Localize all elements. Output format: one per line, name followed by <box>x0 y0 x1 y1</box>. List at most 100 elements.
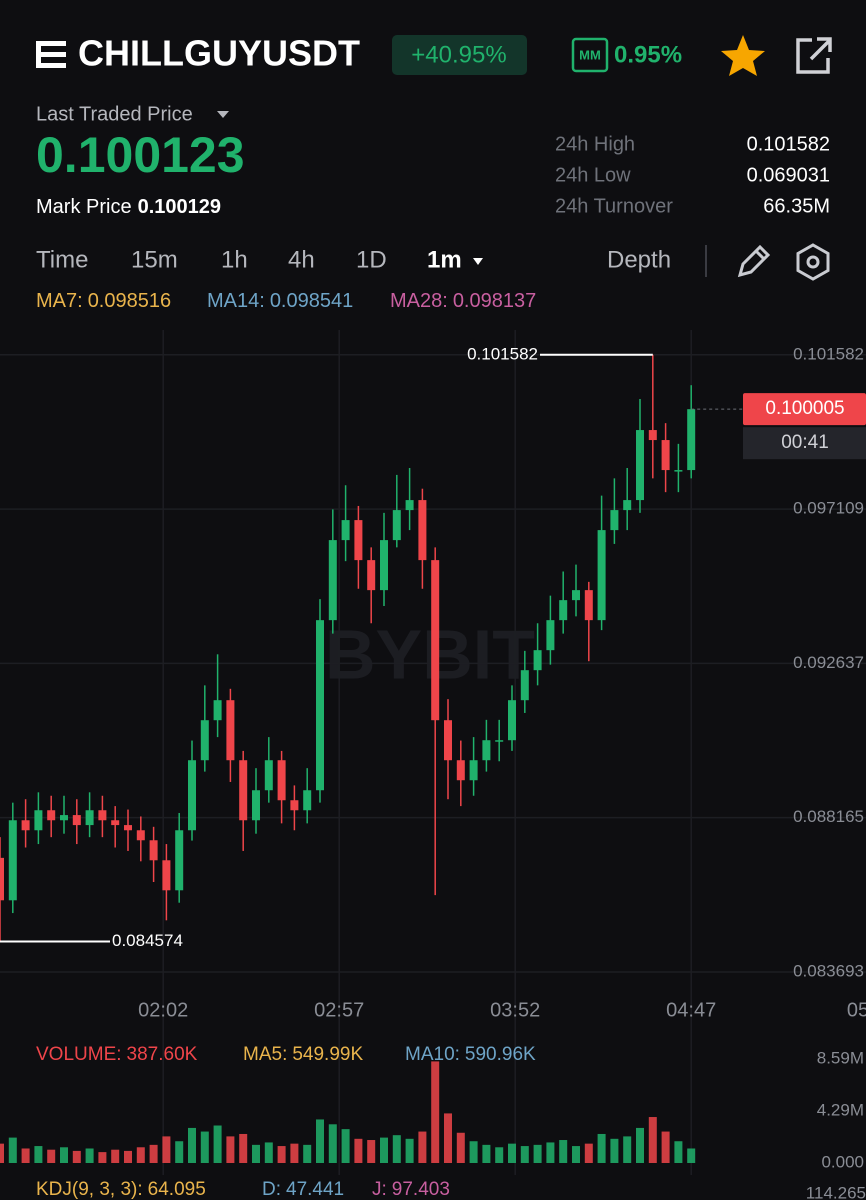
last-price-label[interactable]: Last Traded Price <box>36 103 193 125</box>
stat-label: 24h Turnover <box>555 195 673 217</box>
indicator-legend: VOLUME: 387.60K <box>36 1044 198 1065</box>
volume-bar <box>469 1141 478 1163</box>
volume-bar <box>264 1142 273 1163</box>
share-icon[interactable] <box>796 37 832 74</box>
x-tick-label: 02:57 <box>314 999 364 1021</box>
candle-body <box>213 700 222 721</box>
timeframe-tab[interactable]: Depth <box>607 246 671 273</box>
legend-value: 590.96K <box>465 1044 536 1065</box>
volume-bar <box>482 1144 491 1163</box>
timeframe-tab[interactable]: 1h <box>221 246 248 273</box>
candle-body <box>354 520 363 561</box>
watermark: BYBIT <box>325 615 535 693</box>
volume-bar <box>636 1127 644 1163</box>
volume-bar <box>495 1147 504 1163</box>
volume-bar <box>85 1148 94 1163</box>
volume-bar <box>0 1143 4 1163</box>
menu-icon[interactable] <box>36 41 66 68</box>
volume-bar <box>277 1146 286 1163</box>
mark-price: Mark Price 0.100129 <box>36 196 221 218</box>
volume-bar <box>533 1144 542 1163</box>
candle-body <box>8 820 17 901</box>
ma-value: 0.098137 <box>453 290 536 312</box>
y-tick-label: 0.097109 <box>793 499 864 518</box>
volume-bar <box>444 1113 452 1163</box>
candle-body <box>367 560 376 591</box>
volume-bar <box>162 1136 171 1163</box>
volume-bar <box>239 1133 248 1163</box>
tab-caret <box>473 258 483 265</box>
volume-bar <box>149 1144 158 1163</box>
volume-bar <box>34 1146 43 1163</box>
volume-tick-label: 8.59M <box>817 1049 864 1068</box>
volume-bar <box>584 1143 593 1163</box>
volume-bar <box>392 1135 401 1163</box>
candle-body <box>520 670 529 701</box>
candle-body <box>623 500 632 511</box>
candle-body <box>124 825 132 831</box>
candle-body <box>277 760 286 801</box>
timeframe-tab[interactable]: Time <box>36 246 88 273</box>
indicator-legend: MA10: 590.96K <box>405 1044 536 1065</box>
legend-value: 47.441 <box>286 1179 344 1200</box>
volume-bar <box>303 1144 312 1163</box>
candle-body <box>456 760 465 781</box>
volume-bar <box>610 1138 619 1163</box>
x-tick-label: 05 <box>847 999 866 1021</box>
timeframe-tab[interactable]: 15m <box>131 246 178 273</box>
candle-body <box>687 409 696 471</box>
candle-body <box>188 760 196 831</box>
stat-value: 66.35M <box>763 195 830 217</box>
indicator-legend: D: 47.441 <box>262 1179 344 1200</box>
volume-bar <box>674 1141 683 1163</box>
legend-value: 64.095 <box>148 1179 206 1200</box>
candle-body <box>136 830 145 841</box>
candle-body <box>34 810 43 831</box>
volume-bar <box>623 1136 632 1163</box>
last-price-tag <box>743 393 866 426</box>
countdown-tag <box>743 427 866 460</box>
candle-body <box>392 510 401 541</box>
volume-bar <box>252 1144 260 1163</box>
candle-body <box>316 620 324 791</box>
volume-bar <box>341 1129 350 1163</box>
countdown: 00:41 <box>781 432 829 453</box>
candle-body <box>380 540 388 591</box>
mm-badge-box <box>571 37 609 73</box>
last-price: 0.100123 <box>36 127 245 183</box>
candle-body <box>495 740 504 742</box>
volume-bar <box>648 1117 657 1163</box>
stat-label: 24h High <box>555 133 635 155</box>
candle-body <box>533 650 542 671</box>
candle-body <box>559 600 568 621</box>
indicator-legend: KDJ(9, 3, 3): 64.095 <box>36 1179 206 1200</box>
volume-bar <box>508 1143 516 1163</box>
candle-body <box>431 560 440 721</box>
volume-bar <box>418 1131 427 1163</box>
candle-body <box>661 440 670 471</box>
volume-bar <box>111 1149 120 1163</box>
candle-body <box>546 620 555 651</box>
candle-body <box>405 500 414 511</box>
volume-tick-label: 4.29M <box>817 1101 864 1120</box>
volume-bar <box>60 1147 68 1163</box>
mark-price-value: 0.100129 <box>138 196 221 218</box>
candle-body <box>610 510 619 531</box>
legend-value: 97.403 <box>392 1179 450 1200</box>
volume-bar <box>367 1140 376 1163</box>
volume-bar <box>597 1133 606 1163</box>
timeframe-tab[interactable]: 1m <box>427 246 462 273</box>
draw-tool-icon[interactable] <box>737 244 771 278</box>
favorite-star[interactable] <box>721 35 765 76</box>
settings-icon[interactable] <box>796 243 830 281</box>
candle-body <box>328 540 337 621</box>
candle-body <box>149 840 158 861</box>
timeframe-tab[interactable]: 1D <box>356 246 387 273</box>
last-price-label: 0.100005 <box>765 398 844 419</box>
candle-body <box>0 857 4 901</box>
volume-bar <box>136 1147 145 1163</box>
timeframe-tab[interactable]: 4h <box>288 246 315 273</box>
candle-body <box>444 720 452 761</box>
legend-label: J: <box>372 1179 387 1200</box>
